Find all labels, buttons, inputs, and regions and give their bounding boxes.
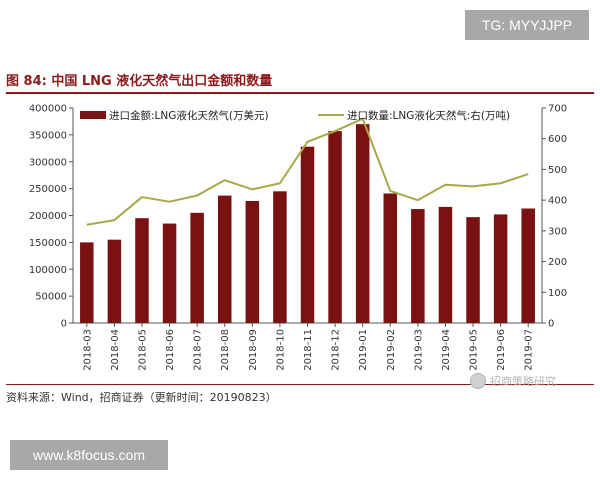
x-tick-label: 2018-04 — [110, 329, 121, 371]
left-tick-label: 400000 — [29, 104, 67, 115]
right-tick-label: 700 — [548, 104, 567, 115]
bar — [438, 206, 453, 323]
left-tick-label: 0 — [61, 319, 67, 330]
bar — [162, 223, 177, 323]
figure-title: 图 84: 中国 LNG 液化天然气出口金额和数量 — [6, 74, 273, 89]
x-tick-label: 2018-03 — [82, 329, 93, 371]
right-tick-label: 100 — [548, 288, 567, 299]
left-tick-label: 100000 — [29, 265, 67, 276]
bar — [245, 200, 260, 323]
watermark-bottom: www.k8focus.com — [10, 440, 168, 470]
tick-labels: 0 50000 100000 150000 200000 250000 300000 3500… — [29, 104, 567, 371]
x-tick-label: 2018-05 — [137, 329, 148, 371]
legend-line-label: 进口数量:LNG液化天然气:右(万吨) — [347, 109, 510, 122]
publisher-logo: 招商策略研究 — [470, 371, 594, 391]
quantity-line — [86, 117, 529, 226]
x-tick-label: 2018-06 — [165, 329, 176, 371]
bar — [411, 209, 425, 323]
x-tick-label: 2018-07 — [193, 329, 204, 371]
source-divider — [6, 384, 594, 385]
right-tick-label: 200 — [548, 257, 567, 268]
x-tick-label: 2019-03 — [413, 329, 424, 371]
bar — [217, 195, 232, 323]
right-tick-label: 300 — [548, 226, 567, 237]
x-tick-label: 2018-08 — [220, 329, 231, 371]
bar — [273, 191, 287, 323]
title-divider — [6, 92, 594, 94]
wechat-icon — [470, 373, 486, 389]
x-tick-label: 2018-10 — [275, 329, 286, 371]
watermark-top: TG: MYYJJPP — [465, 10, 589, 40]
x-tick-label: 2019-06 — [496, 329, 507, 371]
x-tick-label: 2019-02 — [386, 329, 397, 371]
left-tick-label: 150000 — [29, 238, 67, 249]
left-tick-label: 200000 — [29, 211, 67, 222]
x-tick-label: 2018-11 — [303, 329, 314, 371]
right-tick-label: 600 — [548, 134, 567, 145]
x-tick-label: 2019-05 — [469, 329, 480, 371]
left-tick-label: 250000 — [29, 184, 67, 195]
left-tick-label: 300000 — [29, 157, 67, 168]
left-tick-label: 350000 — [29, 130, 67, 141]
legend-bar-swatch — [80, 111, 106, 119]
source-note: 资料来源：Wind，招商证券（更新时间：20190823） — [6, 391, 277, 404]
x-tick-label: 2019-01 — [358, 329, 369, 371]
bar — [383, 193, 398, 323]
bars — [80, 124, 535, 323]
logo-text: 招商策略研究 — [490, 375, 556, 388]
bar — [493, 214, 508, 323]
bar — [521, 208, 535, 323]
line-series — [86, 117, 529, 226]
bar — [107, 239, 122, 323]
legend: 进口金额:LNG液化天然气(万美元) 进口数量:LNG液化天然气:右(万吨) — [80, 109, 510, 122]
x-tick-label: 2018-12 — [331, 329, 342, 371]
right-tick-label: 400 — [548, 196, 567, 207]
bar — [190, 212, 204, 323]
x-tick-label: 2019-07 — [524, 329, 535, 371]
x-tick-label: 2019-04 — [441, 329, 452, 371]
bar — [355, 124, 370, 323]
bar — [80, 242, 94, 323]
bar — [466, 217, 480, 323]
left-tick-label: 50000 — [35, 292, 67, 303]
right-tick-label: 500 — [548, 165, 567, 176]
right-tick-label: 0 — [548, 319, 554, 330]
bar — [328, 131, 342, 323]
legend-bar-label: 进口金额:LNG液化天然气(万美元) — [109, 109, 269, 122]
x-tick-label: 2018-09 — [248, 329, 259, 371]
bar — [300, 146, 315, 323]
bar — [135, 218, 149, 323]
